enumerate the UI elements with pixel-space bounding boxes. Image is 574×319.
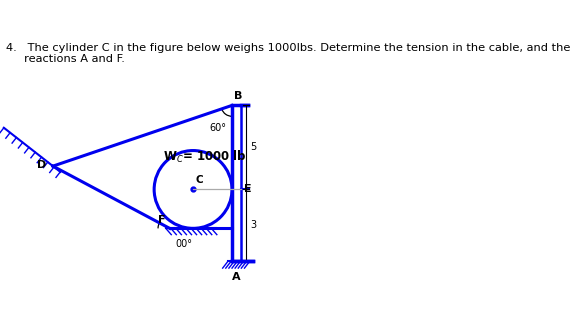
Text: E: E	[245, 184, 252, 195]
Text: W$_C$= 1000 lb: W$_C$= 1000 lb	[164, 149, 247, 165]
Text: 60°: 60°	[210, 122, 227, 132]
Text: 4.   The cylinder C in the figure below weighs 1000lbs. Determine the tension in: 4. The cylinder C in the figure below we…	[6, 43, 571, 53]
Text: 3: 3	[250, 220, 256, 230]
Text: D: D	[37, 160, 46, 170]
Text: reactions A and F.: reactions A and F.	[6, 54, 125, 64]
Text: F: F	[158, 214, 166, 225]
Text: C: C	[195, 175, 203, 185]
Text: 5: 5	[250, 142, 256, 152]
Text: A: A	[232, 272, 241, 282]
Text: 00°: 00°	[175, 239, 192, 249]
Text: B: B	[234, 91, 242, 101]
